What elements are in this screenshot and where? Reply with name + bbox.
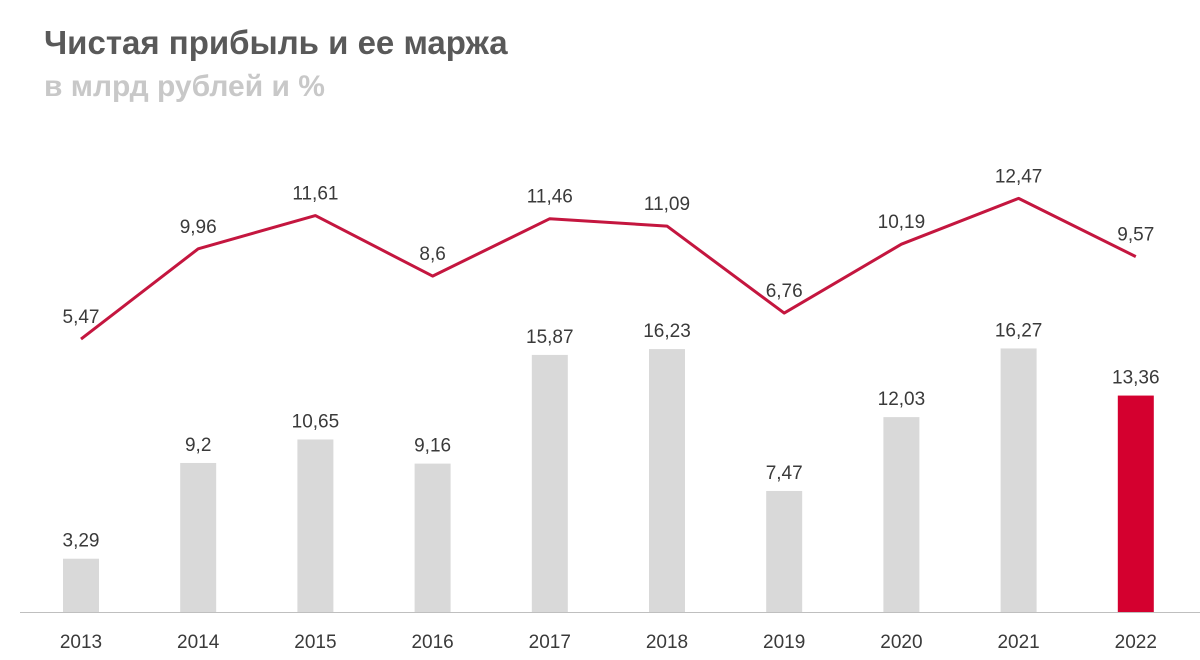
line-label-2016: 8,6 <box>419 244 445 265</box>
bar-label-2013: 3,29 <box>63 531 100 552</box>
x-tick-2013: 2013 <box>60 632 102 653</box>
chart-title: Чистая прибыль и ее маржа <box>44 24 508 61</box>
bar-2015 <box>297 439 334 612</box>
x-tick-2015: 2015 <box>294 632 336 653</box>
bar-label-2022: 13,36 <box>1112 368 1160 389</box>
x-tick-2019: 2019 <box>763 632 805 653</box>
bar-2017 <box>531 354 568 612</box>
line-label-2015: 11,61 <box>292 184 338 205</box>
bar-2016 <box>414 463 451 612</box>
bar-label-2014: 9,2 <box>185 435 211 456</box>
line-label-2017: 11,46 <box>527 187 573 208</box>
bar-label-2019: 7,47 <box>766 463 803 484</box>
bar-2014 <box>180 462 217 612</box>
x-tick-2018: 2018 <box>646 632 688 653</box>
line-label-2021: 12,47 <box>995 166 1043 187</box>
bar-label-2017: 15,87 <box>526 327 574 348</box>
line-label-2020: 10,19 <box>878 212 926 233</box>
bar-2013 <box>63 558 99 612</box>
bar-label-2016: 9,16 <box>414 436 451 457</box>
bar-2021 <box>1000 348 1037 612</box>
x-tick-2016: 2016 <box>411 632 453 653</box>
bar-label-2015: 10,65 <box>292 411 340 432</box>
bar-label-2020: 12,03 <box>878 389 926 410</box>
bar-series <box>63 348 1154 612</box>
line-label-2019: 6,76 <box>766 281 803 302</box>
x-tick-2020: 2020 <box>880 632 922 653</box>
line-label-2018: 11,09 <box>644 194 690 215</box>
bar-2018 <box>649 349 685 612</box>
line-label-2022: 9,57 <box>1117 225 1154 246</box>
line-label-2014: 9,96 <box>180 217 217 238</box>
x-tick-2022: 2022 <box>1115 632 1157 653</box>
bar-label-2021: 16,27 <box>995 320 1043 341</box>
line-labels: 5,47 9,96 11,61 8,6 11,46 11,09 6,76 10,19 12,47… <box>63 166 1155 328</box>
bar-2020 <box>883 417 920 612</box>
margin-line <box>80 196 1137 341</box>
bar-2019 <box>766 490 803 612</box>
x-tick-2017: 2017 <box>529 632 571 653</box>
line-label-2013: 5,47 <box>63 307 100 328</box>
x-tick-2021: 2021 <box>997 632 1039 653</box>
bar-2022 <box>1117 395 1154 612</box>
bar-label-2018: 16,23 <box>643 321 691 342</box>
bar-labels: 3,29 9,2 10,65 9,16 15,87 16,23 7,47 12,03 16,27… <box>63 320 1160 551</box>
x-tick-2014: 2014 <box>177 632 220 653</box>
x-axis-ticks: 2013 2014 2015 2016 2017 2018 2019 2020 2021 2022 <box>60 632 1157 653</box>
chart-subtitle: в млрд рублей и % <box>44 70 325 103</box>
